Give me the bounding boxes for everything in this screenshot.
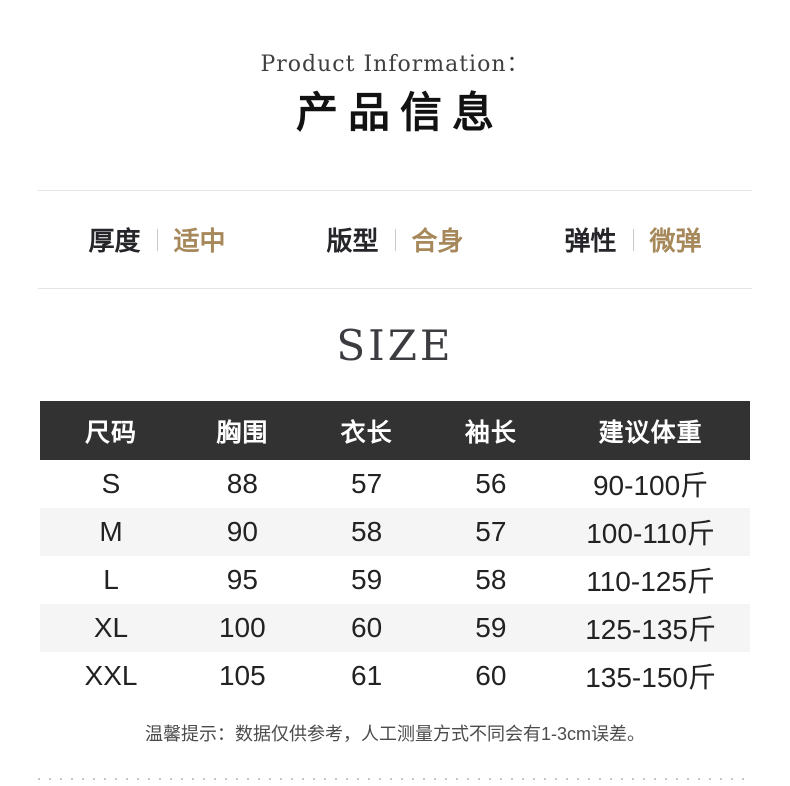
vertical-divider	[156, 228, 158, 251]
cell-sleeve: 58	[475, 564, 507, 595]
attribute-label: 弹性	[564, 227, 617, 257]
attribute-fit: 版型 合身	[276, 221, 514, 258]
cell-weight: 90-100斤	[592, 470, 709, 501]
cell-bust: 90	[226, 516, 258, 547]
product-info-title-cn: 产品信息	[295, 88, 504, 137]
cell-size: S	[101, 468, 121, 499]
column-header-size: 尺码	[40, 401, 182, 460]
column-header-weight: 建议体重	[551, 401, 750, 460]
attribute-value: 适中	[173, 227, 226, 257]
attribute-value: 微弹	[649, 227, 702, 257]
size-heading: SIZE	[336, 321, 454, 370]
cell-bust: 88	[226, 468, 258, 499]
cell-length: 57	[351, 468, 383, 499]
cell-length: 61	[351, 660, 383, 691]
cell-bust: 105	[218, 660, 266, 691]
product-info-title-en: Product Information：	[260, 52, 530, 77]
table-row: S 88 57 56 90-100斤	[40, 460, 750, 508]
attribute-value: 合身	[411, 227, 464, 257]
cell-length: 59	[351, 564, 383, 595]
cell-bust: 95	[226, 564, 258, 595]
table-row: XXL 105 61 60 135-150斤	[40, 652, 750, 700]
cell-sleeve: 59	[475, 612, 507, 643]
dotted-divider-bottom	[38, 778, 752, 780]
cell-sleeve: 56	[475, 468, 507, 499]
cell-sleeve: 60	[475, 660, 507, 691]
cell-weight: 135-150斤	[585, 662, 716, 693]
column-header-sleeve: 袖长	[430, 401, 552, 460]
vertical-divider	[394, 228, 396, 251]
column-header-length: 衣长	[302, 401, 431, 460]
cell-weight: 110-125斤	[586, 566, 715, 597]
cell-weight: 100-110斤	[586, 518, 715, 549]
cell-bust: 100	[218, 612, 266, 643]
cell-sleeve: 57	[475, 516, 507, 547]
table-row: M 90 58 57 100-110斤	[40, 508, 750, 556]
cell-size: XXL	[84, 660, 138, 691]
cell-size: XL	[93, 612, 129, 643]
attribute-label: 版型	[326, 227, 379, 257]
attribute-thickness: 厚度 适中	[38, 221, 276, 258]
cell-size: L	[103, 564, 119, 595]
table-row: XL 100 60 59 125-135斤	[40, 604, 750, 652]
table-row: L 95 59 58 110-125斤	[40, 556, 750, 604]
attribute-label: 厚度	[88, 227, 141, 257]
measurement-note: 温馨提示：数据仅供参考，人工测量方式不同会有1-3cm误差。	[144, 724, 645, 744]
cell-size: M	[99, 516, 123, 547]
cell-length: 60	[351, 612, 383, 643]
attribute-row: 厚度 适中 版型 合身 弹性 微弹	[38, 191, 752, 289]
divider-top	[38, 190, 752, 191]
vertical-divider	[632, 228, 634, 251]
attribute-elasticity: 弹性 微弹	[514, 221, 752, 258]
cell-length: 58	[351, 516, 383, 547]
cell-weight: 125-135斤	[585, 614, 716, 645]
size-chart-table: 尺码 胸围 衣长 袖长 建议体重 S 88 57 56 90-100斤 M 90…	[40, 401, 750, 700]
column-header-bust: 胸围	[182, 401, 303, 460]
table-header-row: 尺码 胸围 衣长 袖长 建议体重	[40, 401, 750, 460]
